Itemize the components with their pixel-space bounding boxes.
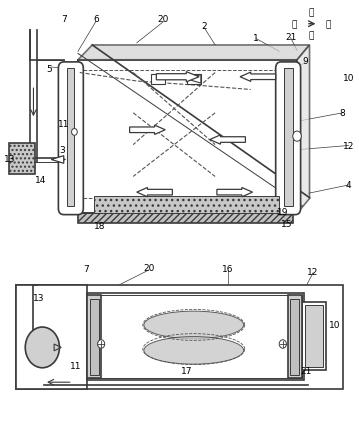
Text: 13: 13	[4, 154, 15, 163]
Bar	[67, 69, 74, 207]
FancyBboxPatch shape	[276, 63, 300, 215]
Text: 1: 1	[253, 34, 259, 43]
Polygon shape	[151, 75, 201, 84]
Polygon shape	[78, 46, 309, 60]
Bar	[78, 214, 294, 223]
Bar	[16, 285, 87, 389]
Circle shape	[25, 327, 60, 368]
Text: 12: 12	[307, 268, 319, 277]
Polygon shape	[217, 188, 252, 197]
Polygon shape	[51, 156, 64, 164]
Text: 7: 7	[83, 265, 89, 273]
Polygon shape	[240, 73, 276, 82]
Text: 13: 13	[33, 293, 45, 302]
Bar	[89, 296, 302, 378]
Text: 20: 20	[158, 15, 169, 24]
Bar	[305, 306, 323, 367]
Text: 11: 11	[70, 361, 82, 370]
Polygon shape	[297, 46, 309, 214]
Text: 5: 5	[47, 65, 52, 74]
Bar	[16, 285, 343, 389]
Polygon shape	[210, 135, 246, 145]
Text: 10: 10	[329, 320, 340, 329]
Ellipse shape	[144, 337, 244, 364]
Circle shape	[71, 129, 77, 136]
Bar	[64, 65, 78, 211]
Circle shape	[293, 132, 301, 142]
Text: 7: 7	[61, 15, 67, 24]
Bar	[90, 299, 99, 375]
Polygon shape	[130, 126, 165, 135]
Text: 18: 18	[94, 221, 105, 230]
Polygon shape	[137, 188, 172, 197]
Circle shape	[279, 340, 286, 348]
Bar	[94, 196, 279, 213]
Text: 21: 21	[300, 366, 312, 375]
Bar	[87, 294, 304, 380]
Text: 4: 4	[346, 181, 351, 190]
Text: 6: 6	[93, 15, 99, 24]
Bar	[288, 296, 302, 378]
FancyBboxPatch shape	[59, 63, 83, 215]
Text: 南: 南	[325, 20, 331, 29]
Ellipse shape	[144, 311, 244, 339]
Text: 19: 19	[277, 207, 289, 217]
Bar	[87, 296, 101, 378]
Text: 15: 15	[281, 219, 292, 228]
Bar	[302, 303, 326, 371]
Text: 17: 17	[181, 366, 192, 375]
Text: 14: 14	[35, 176, 46, 184]
Text: 2: 2	[202, 22, 207, 31]
Text: 8: 8	[340, 109, 345, 118]
Text: 10: 10	[343, 74, 354, 83]
Text: 9: 9	[302, 57, 308, 66]
Text: 16: 16	[222, 265, 233, 273]
Bar	[9, 143, 35, 175]
Text: 11: 11	[58, 120, 70, 129]
Polygon shape	[187, 75, 201, 84]
Text: 12: 12	[343, 141, 354, 151]
Text: 东: 东	[309, 9, 314, 17]
Text: 20: 20	[144, 264, 155, 273]
Bar	[281, 65, 297, 211]
Circle shape	[98, 340, 105, 348]
Text: 21: 21	[285, 32, 296, 41]
Text: 3: 3	[59, 146, 65, 155]
Text: 西: 西	[309, 32, 314, 40]
Bar	[290, 299, 299, 375]
Polygon shape	[157, 72, 199, 83]
Bar	[284, 69, 293, 207]
Text: 北: 北	[292, 20, 297, 29]
